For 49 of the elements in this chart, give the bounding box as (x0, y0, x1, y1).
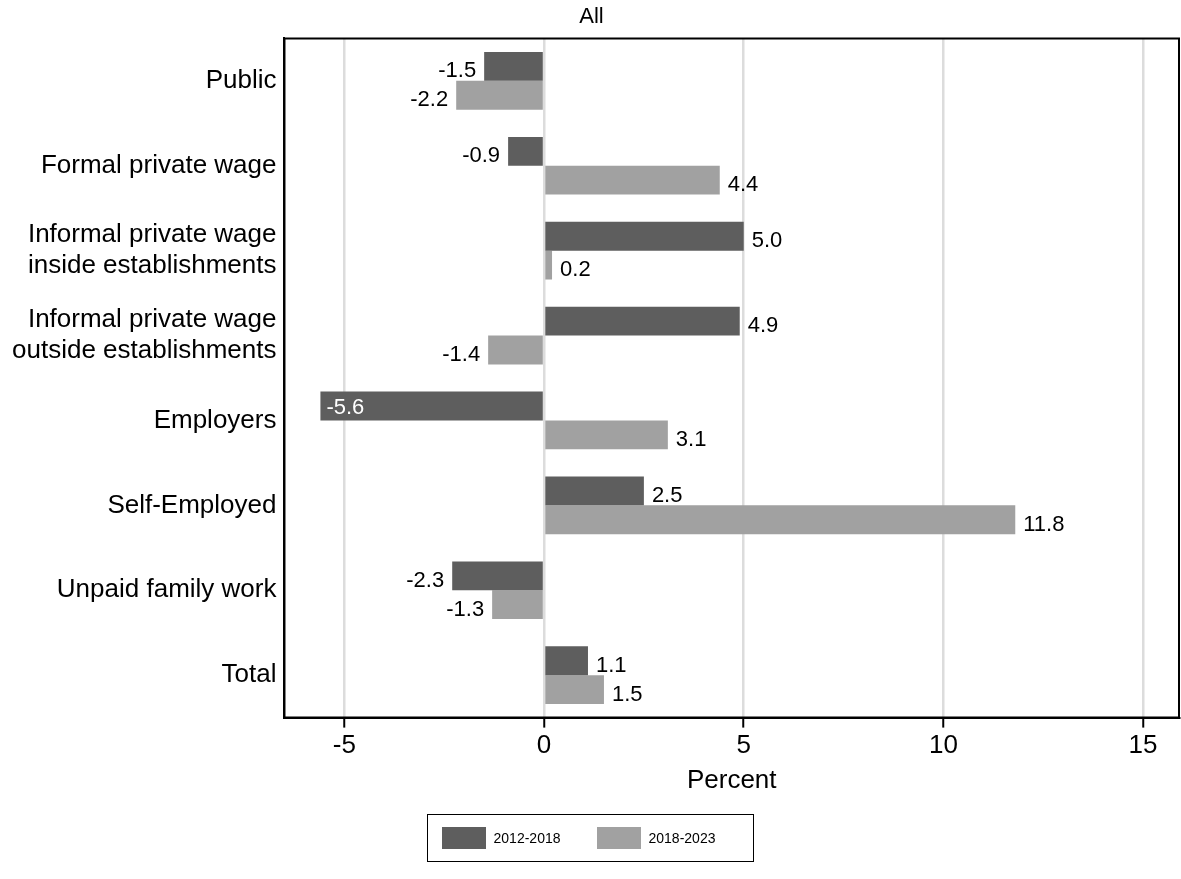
data-label: -5.6 (326, 394, 365, 420)
x-tick-label: -5 (332, 729, 356, 760)
data-label: -1.5 (438, 57, 477, 83)
bar (545, 420, 668, 450)
y-tick-label: Informal private wage inside establishments (27, 218, 277, 280)
bar (452, 561, 543, 591)
legend-label: 2012-2018 (493, 830, 561, 846)
bar (545, 646, 588, 676)
data-label: 5.0 (751, 227, 783, 253)
data-label: 1.5 (611, 680, 643, 706)
bar (488, 335, 543, 365)
data-label: 0.2 (560, 256, 591, 282)
y-tick-label: Informal private wage outside establishments (12, 303, 277, 365)
data-label: -0.9 (462, 142, 501, 168)
data-label: -2.2 (410, 86, 449, 112)
bar (545, 505, 1016, 535)
y-tick-label: Unpaid family work (56, 573, 278, 604)
x-tick-label: 10 (928, 729, 958, 760)
y-tick-label: Self-Employed (107, 488, 277, 519)
bar (484, 51, 543, 81)
legend-label: 2018-2023 (648, 830, 716, 846)
x-tick-label: 0 (536, 729, 552, 760)
x-tick-label: 15 (1128, 729, 1158, 760)
y-tick-label: Public (205, 64, 277, 95)
data-label: 4.9 (747, 312, 779, 338)
bar (545, 675, 604, 705)
x-axis-title: Percent (686, 763, 778, 794)
y-tick-label: Formal private wage (40, 148, 277, 179)
data-label: -1.4 (442, 341, 481, 367)
bar (320, 391, 543, 421)
data-label: 11.8 (1023, 510, 1065, 536)
data-label: -2.3 (406, 566, 445, 592)
bar (456, 80, 543, 110)
bar (545, 476, 644, 506)
bar (545, 306, 740, 336)
y-tick-label: Employers (153, 403, 277, 434)
data-label: 1.1 (595, 651, 627, 677)
data-label: -1.3 (446, 595, 485, 621)
bar (545, 250, 553, 280)
data-label: 3.1 (675, 425, 707, 451)
chart-title: All (579, 3, 604, 29)
x-tick-label: 5 (736, 729, 751, 760)
data-label: 2.5 (651, 481, 683, 507)
bar (545, 165, 720, 195)
data-label: 4.4 (727, 171, 759, 197)
bar (508, 136, 543, 166)
y-tick-label: Total (221, 658, 277, 689)
bar (492, 590, 543, 620)
bar (545, 221, 744, 251)
